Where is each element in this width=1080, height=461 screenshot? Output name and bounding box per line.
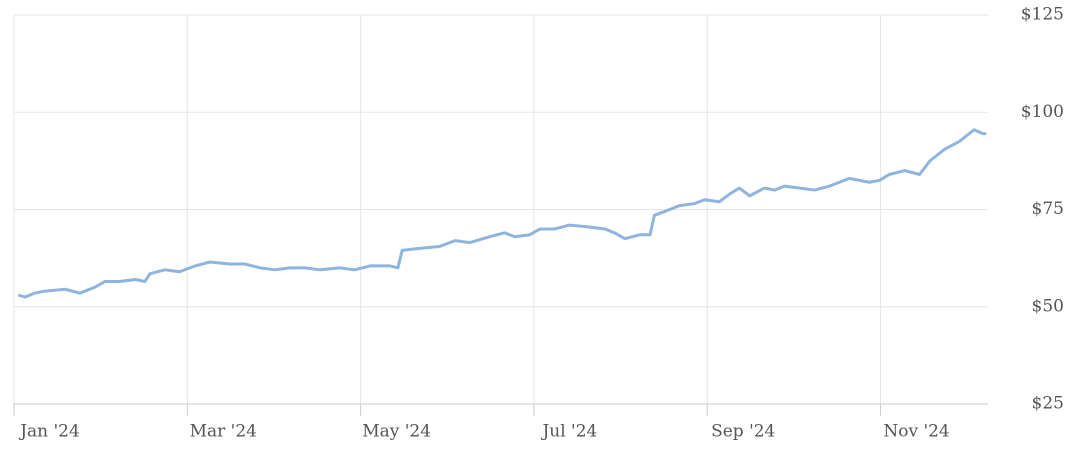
y-tick-label: $125 xyxy=(1021,5,1064,25)
y-tick-label: $75 xyxy=(1032,199,1064,219)
x-tick-label: Nov '24 xyxy=(883,422,949,442)
price-line xyxy=(17,128,987,299)
y-tick-label: $100 xyxy=(1021,102,1064,122)
y-tick-label: $25 xyxy=(1032,394,1064,414)
y-tick-label: $50 xyxy=(1032,296,1064,316)
x-tick-label: Sep '24 xyxy=(711,422,775,442)
x-tick-label: Mar '24 xyxy=(190,422,257,442)
x-tick-label: Jan '24 xyxy=(18,422,80,442)
x-tick-label: May '24 xyxy=(362,422,431,442)
x-tick-label: Jul '24 xyxy=(540,422,597,442)
